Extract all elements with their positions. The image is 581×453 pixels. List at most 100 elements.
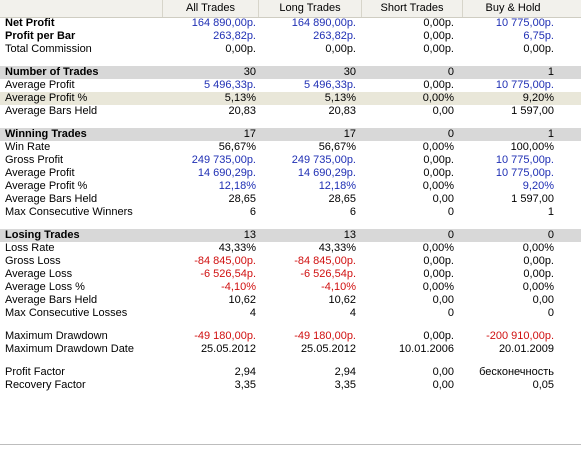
row-label: Loss Rate — [5, 242, 55, 254]
section-header-row: Winning Trades 17 17 0 1 — [0, 128, 581, 141]
status-footer — [0, 444, 581, 453]
cell-value: 13 — [343, 229, 356, 241]
cell-value: 2,94 — [234, 366, 256, 378]
table-row: Average Profit % 12,18% 12,18% 0,00% 9,20% — [0, 180, 581, 193]
cell-value: 0,00р. — [423, 154, 454, 166]
cell-value: 0 — [547, 307, 554, 319]
cell-value: 0,00 — [432, 366, 454, 378]
cell-value: 0 — [447, 128, 454, 140]
cell-value: 249 735,00р. — [291, 154, 356, 166]
cell-value: 9,20% — [522, 180, 554, 192]
cell-value: -4,10% — [321, 281, 356, 293]
cell-value: 0,00% — [422, 141, 454, 153]
cell-value: 10,62 — [228, 294, 256, 306]
table-row: Average Loss % -4,10% -4,10% 0,00% 0,00% — [0, 281, 581, 294]
cell-value: 20.01.2009 — [498, 343, 554, 355]
table-row: Average Profit % 5,13% 5,13% 0,00% 9,20% — [0, 92, 581, 105]
spacer-row — [0, 56, 581, 66]
cell-value: 10 775,00р. — [495, 79, 554, 91]
cell-value: 14 690,29р. — [197, 167, 256, 179]
cell-value: 5 496,33р. — [304, 79, 356, 91]
row-label: Win Rate — [5, 141, 51, 153]
table-row: Maximum Drawdown -49 180,00р. -49 180,00р.… — [0, 330, 581, 343]
cell-value: 0,00% — [422, 242, 454, 254]
spacer-row — [0, 356, 581, 366]
column-header-all-trades[interactable]: All Trades — [162, 0, 258, 17]
column-header-buy-hold[interactable]: Buy & Hold — [462, 0, 563, 17]
row-label: Gross Profit — [5, 154, 64, 166]
cell-value: 13 — [243, 229, 256, 241]
cell-value: 17 — [243, 128, 256, 140]
cell-value: 0,00р. — [423, 167, 454, 179]
cell-value: 0,00р. — [423, 330, 454, 342]
row-label: Maximum Drawdown Date — [5, 343, 134, 355]
cell-value: 10.01.2006 — [398, 343, 454, 355]
table-row: Maximum Drawdown Date 25.05.2012 25.05.201… — [0, 343, 581, 356]
cell-value: 20,83 — [328, 105, 356, 117]
cell-value: 0 — [547, 229, 554, 241]
row-label: Net Profit — [5, 17, 55, 29]
cell-value: 100,00% — [510, 141, 554, 153]
column-header-short-trades[interactable]: Short Trades — [361, 0, 462, 17]
row-label: Average Bars Held — [5, 105, 98, 117]
cell-value: 0,00% — [422, 180, 454, 192]
cell-value: 0,05 — [532, 379, 554, 391]
row-label: Maximum Drawdown — [5, 330, 108, 342]
cell-value: 0,00 — [532, 294, 554, 306]
cell-value: 3,35 — [334, 379, 356, 391]
section-header-row: Number of Trades 30 30 0 1 — [0, 66, 581, 79]
cell-value: 5,13% — [324, 92, 356, 104]
cell-value: 43,33% — [318, 242, 356, 254]
column-header-long-trades[interactable]: Long Trades — [258, 0, 361, 17]
cell-value: 0,00р. — [325, 43, 356, 55]
cell-value: 5,13% — [224, 92, 256, 104]
cell-value: 17 — [343, 128, 356, 140]
cell-value: 43,33% — [218, 242, 256, 254]
cell-value: 249 735,00р. — [191, 154, 256, 166]
row-label: Average Profit % — [5, 180, 88, 192]
cell-value: 20,83 — [228, 105, 256, 117]
row-label: Number of Trades — [5, 66, 99, 78]
cell-value: 0,00р. — [225, 43, 256, 55]
table-row: Recovery Factor 3,35 3,35 0,00 0,05 — [0, 379, 581, 392]
cell-value: 0,00р. — [423, 268, 454, 280]
row-label: Average Loss — [5, 268, 73, 280]
cell-value: 0,00р. — [423, 17, 454, 29]
table-row: Max Consecutive Losses 4 4 0 0 — [0, 307, 581, 320]
cell-value: 164 890,00р. — [291, 17, 356, 29]
row-label: Recovery Factor — [5, 379, 86, 391]
table-row: Average Bars Held 10,62 10,62 0,00 0,00 — [0, 294, 581, 307]
cell-value: бесконечность — [479, 366, 554, 378]
cell-value: 0,00р. — [523, 268, 554, 280]
table-row: Profit Factor 2,94 2,94 0,00 бесконечность — [0, 366, 581, 379]
cell-value: 0,00р. — [423, 79, 454, 91]
row-label: Average Loss % — [5, 281, 85, 293]
cell-value: 0,00% — [522, 242, 554, 254]
cell-value: 0,00р. — [523, 255, 554, 267]
cell-value: 6 — [349, 206, 356, 218]
spacer-row — [0, 320, 581, 330]
cell-value: -4,10% — [221, 281, 256, 293]
cell-value: 30 — [343, 66, 356, 78]
cell-value: 0,00% — [422, 281, 454, 293]
cell-value: 4 — [249, 307, 256, 319]
cell-value: 14 690,29р. — [297, 167, 356, 179]
cell-value: -49 180,00р. — [294, 330, 356, 342]
cell-value: -84 845,00р. — [194, 255, 256, 267]
table-row: Profit per Bar 263,82р. 263,82р. 0,00р. 6,75… — [0, 30, 581, 43]
cell-value: 0,00р. — [423, 255, 454, 267]
cell-value: 28,65 — [228, 193, 256, 205]
cell-value: 6,75р. — [523, 30, 554, 42]
row-label: Max Consecutive Losses — [5, 307, 128, 319]
cell-value: 3,35 — [234, 379, 256, 391]
table-row: Average Bars Held 28,65 28,65 0,00 1 597,00 — [0, 193, 581, 206]
cell-value: 0 — [447, 307, 454, 319]
cell-value: 0,00р. — [523, 43, 554, 55]
row-label: Profit Factor — [5, 366, 65, 378]
table-row: Net Profit 164 890,00р. 164 890,00р. 0,00р.… — [0, 17, 581, 30]
cell-value: 10 775,00р. — [495, 167, 554, 179]
cell-value: 2,94 — [334, 366, 356, 378]
table-row: Gross Loss -84 845,00р. -84 845,00р. 0,00р.… — [0, 255, 581, 268]
cell-value: 0,00 — [432, 193, 454, 205]
cell-value: 0,00р. — [423, 43, 454, 55]
